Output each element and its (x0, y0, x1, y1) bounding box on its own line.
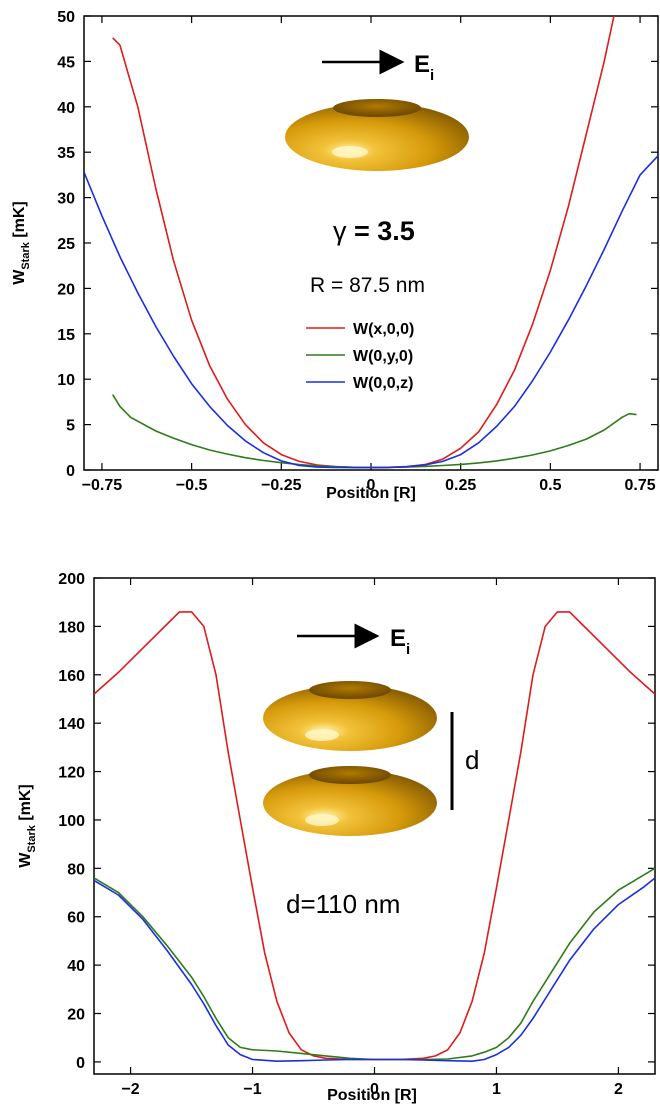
y-tick-label: 200 (58, 571, 85, 588)
x-tick-label: 2 (614, 1081, 623, 1098)
y-tick-label: 25 (57, 236, 75, 253)
y-tick-label: 180 (58, 619, 85, 636)
series-group-bottom (94, 611, 655, 1062)
y-axis-label-top: WStark [mK] (11, 201, 32, 285)
x-tick-label: 0.5 (539, 477, 561, 494)
distance-label: d=110 nm (286, 889, 400, 919)
series-line-2 (84, 155, 658, 469)
x-tick-label: 0 (370, 1081, 379, 1098)
torus-illustration-upper (263, 681, 437, 751)
y-tick-label: 20 (67, 1007, 85, 1024)
y-tick-label: 0 (66, 463, 75, 480)
x-axis-label-top: Position [R] (326, 485, 416, 502)
y-axis-label-bottom: WStark [mK] (17, 784, 38, 868)
x-axis-label-bottom: Position [R] (327, 1087, 417, 1104)
gap-label: d (465, 745, 479, 775)
y-tick-label: 140 (58, 716, 85, 733)
y-tick-label: 160 (58, 668, 85, 685)
field-label-top: Ei (414, 51, 434, 84)
x-tick-label: 1 (492, 1081, 501, 1098)
x-tick-label: 0 (367, 477, 376, 494)
field-label-bottom: Ei (390, 625, 410, 658)
series-line-2 (94, 877, 655, 1062)
plot-area-top (83, 15, 659, 471)
y-tick-label: 30 (57, 191, 75, 208)
y-tick-label: 40 (67, 958, 85, 975)
x-tick-label: 0.75 (624, 477, 655, 494)
x-tick-label: −0.5 (176, 477, 208, 494)
x-tick-label: 0.25 (445, 477, 476, 494)
legend-label-z: W(0,0,z) (353, 375, 413, 392)
y-tick-label: 120 (58, 765, 85, 782)
tick-group-top: −0.75 −0.5 −0.25 0 0.25 0.5 0.75 0 5 10 15 20 25 30 35… (57, 9, 658, 494)
torus-illustration-lower (263, 766, 437, 836)
gamma-label: γ = 3.5 (333, 216, 415, 246)
y-tick-label: 20 (57, 281, 75, 298)
radius-label: R = 87.5 nm (310, 274, 425, 297)
y-tick-label: 80 (67, 861, 85, 878)
y-tick-label: 15 (57, 327, 75, 344)
y-tick-label: 50 (57, 9, 75, 26)
x-tick-label: −1 (243, 1081, 261, 1098)
x-tick-label: −2 (121, 1081, 139, 1098)
torus-illustration-top (285, 99, 469, 171)
x-tick-label: −0.25 (261, 477, 302, 494)
y-tick-label: 60 (67, 910, 85, 927)
legend-label-y: W(0,y,0) (353, 348, 413, 365)
legend-label-x: W(x,0,0) (353, 321, 414, 338)
y-tick-label: 40 (57, 100, 75, 117)
y-tick-label: 100 (58, 813, 85, 830)
legend-top: W(x,0,0) W(0,y,0) W(0,0,z) (306, 321, 414, 392)
series-group-top (84, 16, 658, 469)
y-tick-label: 45 (57, 54, 75, 71)
chart-top: −0.75 −0.5 −0.25 0 0.25 0.5 0.75 0 5 10 15 20 25 30 35… (11, 9, 659, 502)
y-tick-label: 0 (76, 1055, 85, 1072)
y-tick-label: 35 (57, 145, 75, 162)
y-tick-label: 5 (66, 418, 75, 435)
y-tick-label: 10 (57, 372, 75, 389)
x-tick-label: −0.75 (82, 477, 123, 494)
